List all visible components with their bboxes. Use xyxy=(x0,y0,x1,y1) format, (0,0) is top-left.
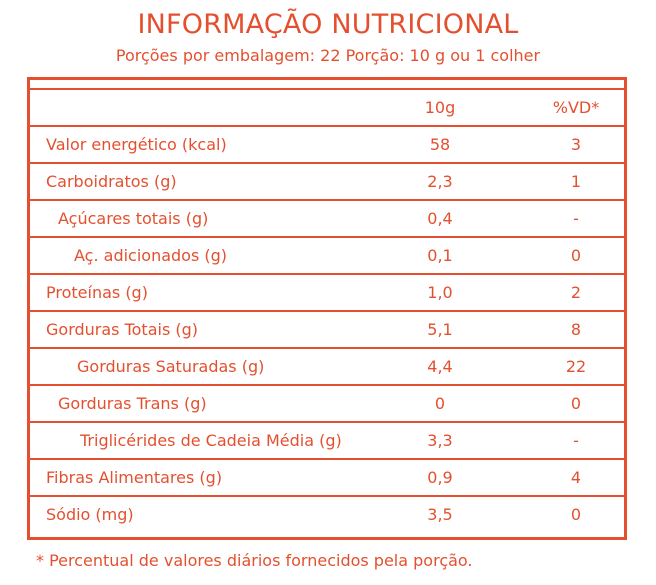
row-vd: 1 xyxy=(570,172,582,191)
row-vd: 0 xyxy=(570,394,582,413)
header-vd: %VD* xyxy=(552,98,600,117)
table-row-saturated-fat: Gorduras Saturadas (g) 4,4 22 xyxy=(30,347,624,384)
row-label: Valor energético (kcal) xyxy=(46,135,227,154)
table-row-sodium: Sódio (mg) 3,5 0 xyxy=(30,495,624,532)
table-row-carbs: Carboidratos (g) 2,3 1 xyxy=(30,162,624,199)
row-label: Carboidratos (g) xyxy=(46,172,177,191)
nutrition-table: 10g %VD* Valor energético (kcal) 58 3 Ca… xyxy=(27,77,627,540)
table-header-row: 10g %VD* xyxy=(30,88,624,125)
table-row-energy: Valor energético (kcal) 58 3 xyxy=(30,125,624,162)
row-amount: 2,3 xyxy=(427,172,453,191)
row-label: Fibras Alimentares (g) xyxy=(46,468,223,487)
row-vd: 0 xyxy=(570,505,582,524)
row-label: Açúcares totais (g) xyxy=(58,209,209,228)
row-label: Proteínas (g) xyxy=(46,283,148,302)
table-row-fiber: Fibras Alimentares (g) 0,9 4 xyxy=(30,458,624,495)
row-amount: 1,0 xyxy=(427,283,453,302)
nutrition-title: INFORMAÇÃO NUTRICIONAL xyxy=(137,9,519,40)
row-amount: 3,5 xyxy=(427,505,453,524)
table-row-protein: Proteínas (g) 1,0 2 xyxy=(30,273,624,310)
table-top-spacer xyxy=(30,80,624,88)
row-amount: 5,1 xyxy=(427,320,453,339)
row-amount: 58 xyxy=(429,135,451,154)
row-amount: 0,4 xyxy=(427,209,453,228)
row-vd: 22 xyxy=(565,357,587,376)
row-amount: 4,4 xyxy=(427,357,453,376)
table-row-added-sugars: Aç. adicionados (g) 0,1 0 xyxy=(30,236,624,273)
row-label: Sódio (mg) xyxy=(46,505,134,524)
row-label: Gorduras Trans (g) xyxy=(58,394,207,413)
row-vd: 4 xyxy=(570,468,582,487)
table-row-trans-fat: Gorduras Trans (g) 0 0 xyxy=(30,384,624,421)
row-amount: 0,1 xyxy=(427,246,453,265)
row-amount: 0,9 xyxy=(427,468,453,487)
row-amount: 0 xyxy=(434,394,446,413)
row-amount: 3,3 xyxy=(427,431,453,450)
row-label: Gorduras Totais (g) xyxy=(46,320,199,339)
row-vd: - xyxy=(573,431,579,450)
serving-info: Porções por embalagem: 22 Porção: 10 g o… xyxy=(115,46,541,65)
row-vd: 3 xyxy=(570,135,582,154)
row-vd: 0 xyxy=(570,246,582,265)
row-vd: 8 xyxy=(570,320,582,339)
header-amount: 10g xyxy=(424,98,456,117)
row-label: Triglicérides de Cadeia Média (g) xyxy=(80,431,342,450)
row-label: Aç. adicionados (g) xyxy=(74,246,228,265)
table-row-mct: Triglicérides de Cadeia Média (g) 3,3 - xyxy=(30,421,624,458)
row-vd: 2 xyxy=(570,283,582,302)
row-label: Gorduras Saturadas (g) xyxy=(77,357,265,376)
row-vd: - xyxy=(573,209,579,228)
table-row-sugars: Açúcares totais (g) 0,4 - xyxy=(30,199,624,236)
table-row-total-fat: Gorduras Totais (g) 5,1 8 xyxy=(30,310,624,347)
footnote: * Percentual de valores diários fornecid… xyxy=(36,551,473,570)
